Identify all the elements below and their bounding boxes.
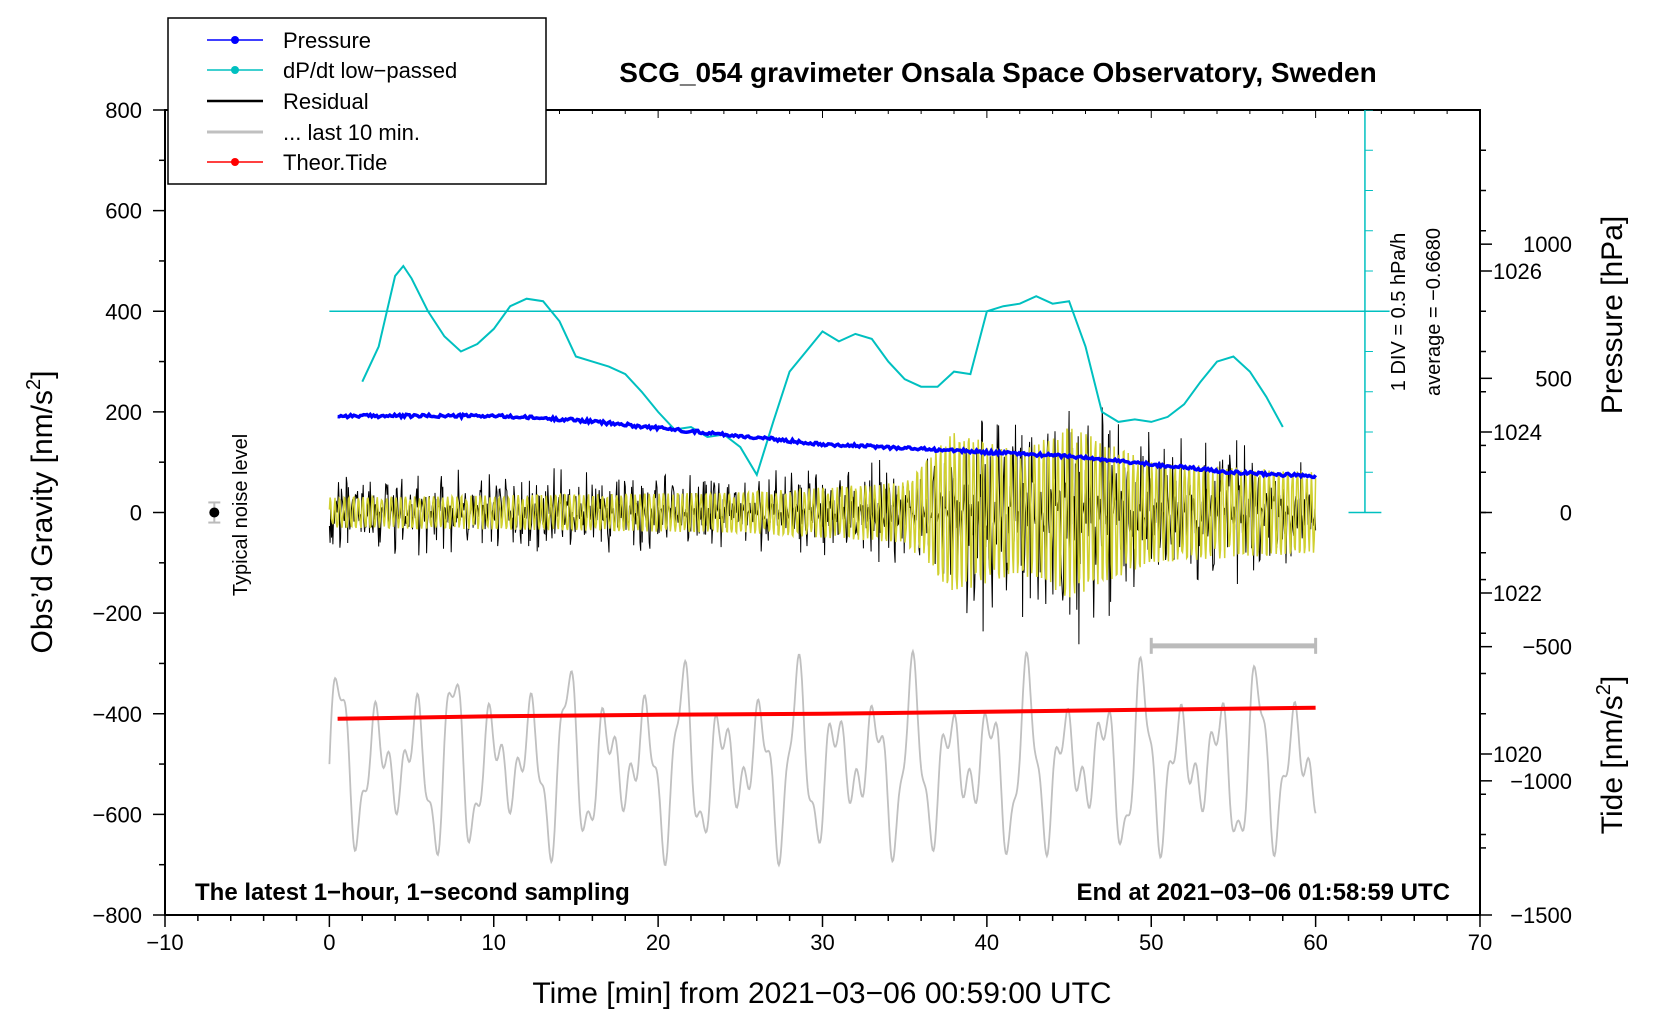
y-tick-label: −600	[92, 802, 142, 827]
pressure-tick-labels: 1020 1022 1024 1026	[1493, 259, 1542, 767]
legend-label-dpdt: dP/dt low−passed	[283, 58, 457, 83]
x-tick-label: 30	[810, 930, 834, 955]
scale-average-label: average = −0.6680	[1423, 228, 1445, 396]
filtered-residual-line	[328, 428, 1317, 598]
y-tick-label: 200	[105, 400, 142, 425]
noise-level-label: Typical noise level	[230, 434, 252, 596]
y-tick-label: 0	[130, 501, 142, 526]
y-tick-label: −200	[92, 601, 142, 626]
x-tick-label: 20	[646, 930, 670, 955]
pressure-line	[337, 411, 1318, 480]
tide-axis-label-text: Tide [nm/s	[1596, 695, 1629, 834]
noise-marker	[209, 507, 220, 518]
y-axis-label-sup: 2	[23, 379, 45, 390]
legend-marker-pressure	[231, 36, 239, 44]
theoretical-tide-line	[337, 705, 1316, 721]
y-axis-label-text: Obs’d Gravity [nm/s	[26, 390, 59, 653]
pressure-tick-label: 1026	[1493, 259, 1542, 284]
y-axis-label: Obs’d Gravity [nm/s2]	[23, 371, 59, 654]
tide-tick-label: −1000	[1510, 769, 1572, 794]
y-axis-label-end: ]	[26, 371, 59, 379]
x-tick-label: 10	[482, 930, 506, 955]
x-axis-label: Time [min] from 2021−03−06 00:59:00 UTC	[532, 977, 1111, 1010]
x-tick-label: 70	[1468, 930, 1492, 955]
legend-marker-dpdt	[231, 66, 239, 74]
x-tick-label: −10	[146, 930, 183, 955]
legend: Pressure dP/dt low−passed Residual ... l…	[167, 17, 547, 185]
tide-tick-label: 1000	[1523, 232, 1572, 257]
pressure-tick-label: 1024	[1493, 420, 1542, 445]
legend-box	[167, 17, 547, 185]
legend-label-tide: Theor.Tide	[283, 150, 387, 175]
legend-label-last10: ... last 10 min.	[283, 120, 420, 145]
y-tick-label: 600	[105, 199, 142, 224]
tide-tick-label: 500	[1535, 366, 1572, 391]
x-tick-labels: −10 0 10 20 30 40 50 60 70	[146, 930, 1492, 955]
tide-grey-line	[328, 648, 1317, 868]
tide-tick-label: −500	[1522, 635, 1572, 660]
x-tick-label: 50	[1139, 930, 1163, 955]
legend-marker-tide	[231, 158, 239, 166]
dpdt-line	[361, 264, 1284, 478]
x-tick-label: 0	[323, 930, 335, 955]
y-tick-label: −400	[92, 702, 142, 727]
series-layer	[208, 110, 1390, 868]
legend-label-residual: Residual	[283, 89, 369, 114]
tide-axis-label-sup: 2	[1593, 684, 1615, 695]
y-tick-labels: −800 −600 −400 −200 0 200 400 600 800	[92, 98, 142, 928]
scale-division-label: 1 DIV = 0.5 hPa/h	[1388, 233, 1410, 391]
x-tick-label: 60	[1303, 930, 1327, 955]
x-tick-label: 40	[975, 930, 999, 955]
pressure-tick-label: 1022	[1493, 581, 1542, 606]
tide-axis-label-end: ]	[1596, 676, 1629, 684]
tide-tick-labels: 1000 500 0 −500 −1000 −1500	[1510, 232, 1572, 928]
legend-label-pressure: Pressure	[283, 28, 371, 53]
tide-tick-label: 0	[1560, 501, 1572, 526]
end-time-annotation: End at 2021−03−06 01:58:59 UTC	[1076, 879, 1450, 906]
tide-axis-label: Tide [nm/s2]	[1593, 676, 1629, 834]
pressure-tick-label: 1020	[1493, 742, 1542, 767]
y-tick-label: 400	[105, 299, 142, 324]
pressure-axis-label: Pressure [hPa]	[1596, 216, 1629, 414]
y-tick-label: −800	[92, 903, 142, 928]
y-tick-label: 800	[105, 98, 142, 123]
chart-title: SCG_054 gravimeter Onsala Space Observat…	[619, 57, 1376, 88]
sampling-annotation: The latest 1−hour, 1−second sampling	[195, 879, 630, 906]
tide-tick-label: −1500	[1510, 903, 1572, 928]
